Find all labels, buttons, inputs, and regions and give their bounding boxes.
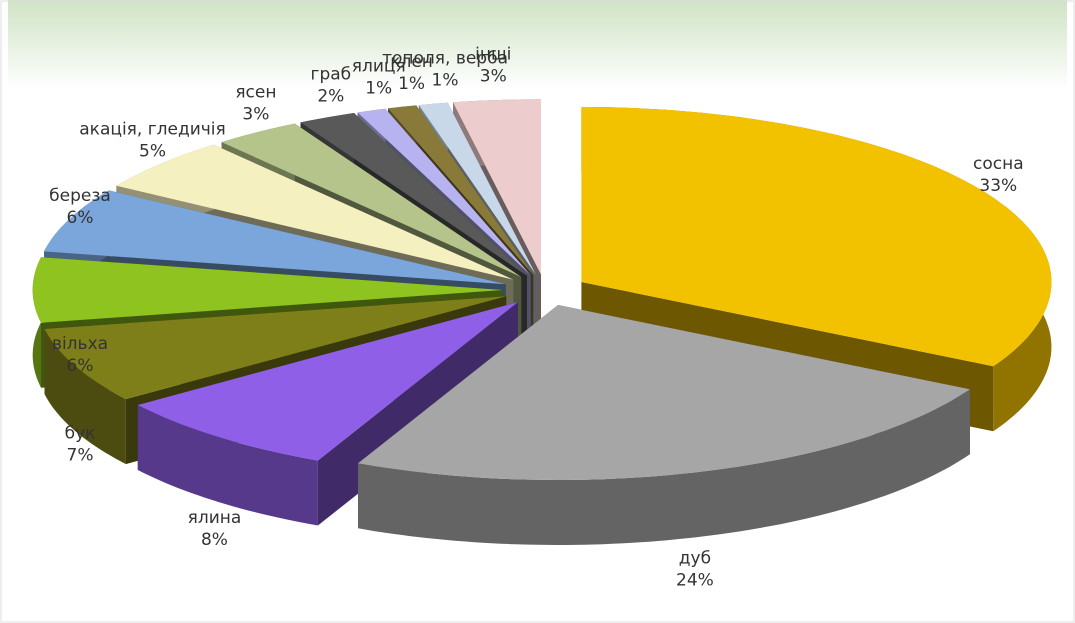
- data-label-value: 1%: [398, 74, 425, 94]
- slice: [32, 257, 503, 323]
- slice: [300, 113, 527, 276]
- data-label-value: 24%: [676, 571, 714, 591]
- data-label-name: клен: [390, 52, 433, 72]
- data-label-name: інші: [475, 44, 511, 64]
- data-label-value: 1%: [365, 79, 392, 99]
- data-label-name: ялина: [188, 508, 242, 528]
- data-label-name: ясен: [235, 82, 276, 102]
- slice: [453, 99, 541, 275]
- slice: [44, 190, 506, 285]
- data-label-value: 1%: [432, 71, 459, 91]
- data-label-value: 7%: [67, 446, 94, 466]
- data-label-name: граб: [311, 65, 352, 85]
- data-label-name: тополя, верба: [382, 49, 508, 69]
- data-label-value: 33%: [979, 176, 1017, 196]
- data-label-name: береза: [49, 186, 111, 206]
- slice-side: [358, 389, 970, 545]
- data-label-value: 8%: [201, 530, 228, 550]
- slice-side: [44, 329, 126, 465]
- data-label-name: вільха: [52, 334, 108, 354]
- slice-side: [137, 405, 318, 526]
- slice: [388, 105, 534, 275]
- data-label-value: 6%: [67, 356, 94, 376]
- data-label-value: 3%: [242, 104, 269, 124]
- slice: [357, 108, 531, 276]
- data-label-value: 3%: [480, 66, 507, 86]
- data-label-name: сосна: [973, 154, 1024, 174]
- slice: [137, 302, 519, 461]
- data-label-name: акація, гледичія: [79, 120, 225, 140]
- slice: [581, 107, 1052, 367]
- slice: [358, 305, 970, 480]
- slice: [221, 123, 522, 277]
- data-label-value: 5%: [139, 142, 166, 162]
- data-label-name: ялиця: [352, 57, 406, 77]
- slice: [418, 102, 536, 275]
- slice: [44, 296, 507, 400]
- data-label-value: 2%: [317, 87, 344, 107]
- data-label-name: бук: [65, 424, 96, 444]
- data-label-value: 6%: [67, 208, 94, 228]
- slice: [116, 144, 514, 280]
- header-band: [8, 0, 1067, 90]
- data-label-name: дуб: [679, 549, 711, 569]
